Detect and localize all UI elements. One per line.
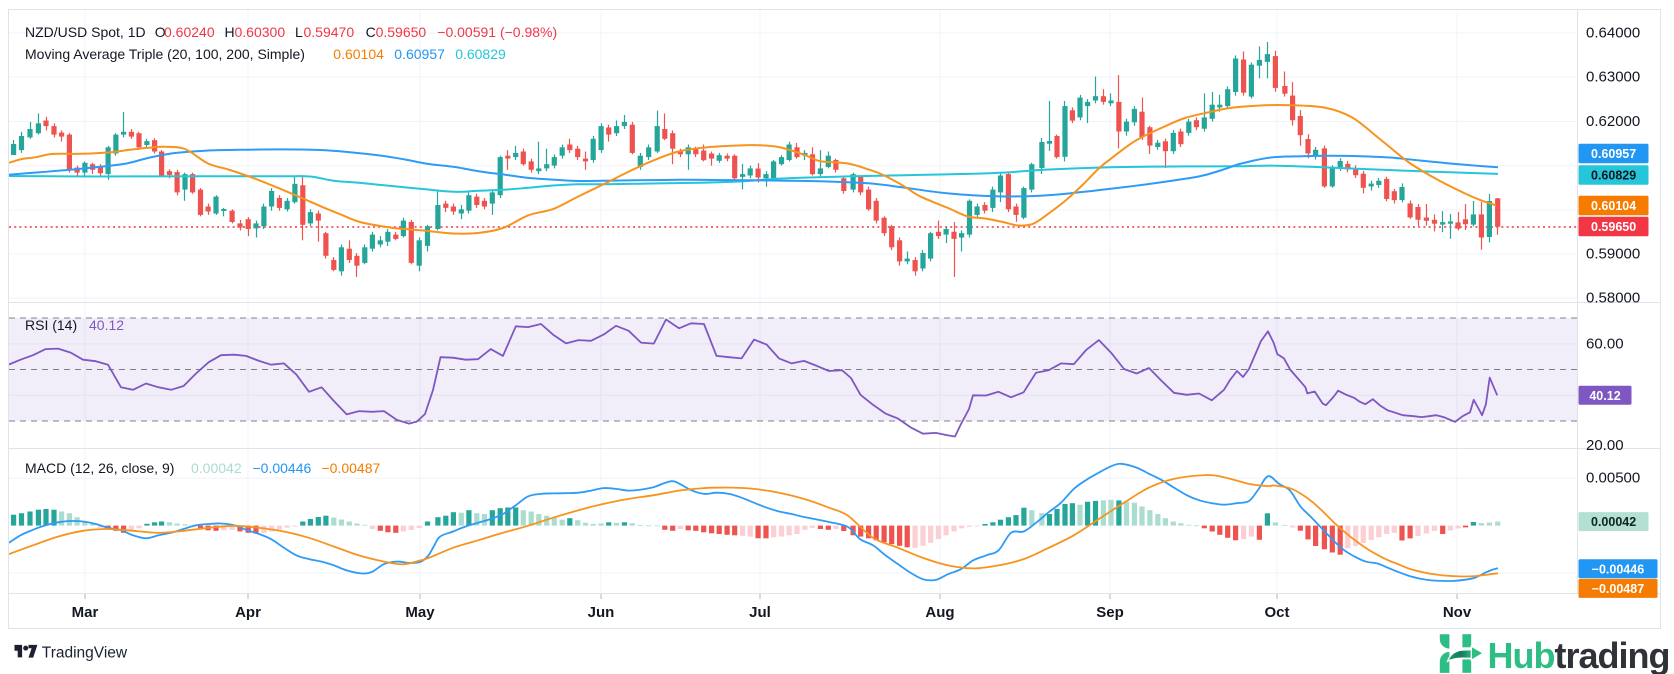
svg-text:Moving Average Triple (20, 100: Moving Average Triple (20, 100, 200, Sim…: [25, 46, 305, 62]
svg-text:Hubtrading: Hubtrading: [1488, 635, 1670, 674]
svg-text:H: H: [225, 24, 235, 40]
svg-text:0.58000: 0.58000: [1586, 290, 1640, 307]
svg-text:MACD (12, 26, close, 9): MACD (12, 26, close, 9): [25, 460, 174, 476]
svg-text:C: C: [366, 24, 376, 40]
svg-text:0.59650: 0.59650: [1591, 220, 1636, 234]
svg-text:0.63000: 0.63000: [1586, 69, 1640, 86]
svg-text:0.59000: 0.59000: [1586, 246, 1640, 263]
svg-text:0.62000: 0.62000: [1586, 113, 1640, 130]
svg-text:Oct: Oct: [1264, 604, 1289, 621]
svg-text:RSI (14): RSI (14): [25, 317, 77, 333]
svg-text:−0.00446: −0.00446: [1592, 562, 1645, 576]
svg-text:0.59470: 0.59470: [304, 24, 355, 40]
svg-text:0.59650: 0.59650: [376, 24, 427, 40]
svg-text:0.60104: 0.60104: [1591, 199, 1636, 213]
svg-text:0.60104: 0.60104: [333, 46, 384, 62]
svg-text:0.60240: 0.60240: [164, 24, 215, 40]
svg-text:40.12: 40.12: [1589, 389, 1620, 403]
svg-text:Mar: Mar: [72, 604, 99, 621]
svg-text:Jun: Jun: [588, 604, 615, 621]
svg-text:0.00042: 0.00042: [1591, 515, 1636, 529]
svg-text:0.60300: 0.60300: [235, 24, 286, 40]
svg-text:TradingView: TradingView: [42, 645, 128, 662]
svg-text:L: L: [295, 24, 303, 40]
svg-text:−0.00446: −0.00446: [253, 460, 312, 476]
svg-text:Nov: Nov: [1443, 604, 1472, 621]
svg-text:0.60957: 0.60957: [394, 46, 445, 62]
svg-text:−0.00591 (−0.98%): −0.00591 (−0.98%): [437, 24, 557, 40]
svg-text:40.12: 40.12: [89, 317, 124, 333]
svg-text:Jul: Jul: [749, 604, 771, 621]
svg-text:−0.00487: −0.00487: [1592, 582, 1645, 596]
svg-text:0.64000: 0.64000: [1586, 25, 1640, 42]
svg-text:60.00: 60.00: [1586, 335, 1624, 352]
svg-text:0.60957: 0.60957: [1591, 147, 1636, 161]
svg-text:Apr: Apr: [235, 604, 261, 621]
svg-text:0.00042: 0.00042: [191, 460, 242, 476]
svg-text:NZD/USD Spot, 1D: NZD/USD Spot, 1D: [25, 24, 146, 40]
svg-text:20.00: 20.00: [1586, 437, 1624, 454]
svg-text:Aug: Aug: [925, 604, 954, 621]
svg-text:0.00500: 0.00500: [1586, 470, 1640, 487]
svg-text:0.60829: 0.60829: [455, 46, 506, 62]
svg-text:Sep: Sep: [1096, 604, 1124, 621]
svg-text:May: May: [405, 604, 435, 621]
svg-text:O: O: [155, 24, 166, 40]
svg-text:−0.00487: −0.00487: [322, 460, 381, 476]
svg-text:0.60829: 0.60829: [1591, 168, 1636, 182]
